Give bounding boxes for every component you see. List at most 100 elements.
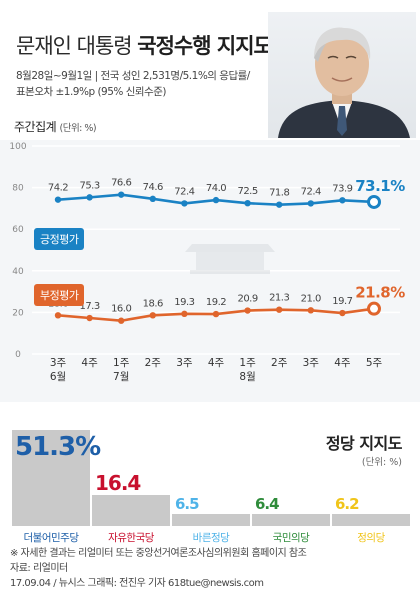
x-tick-label: 4주 (198, 356, 234, 370)
data-label: 20.9 (237, 294, 257, 305)
party-name: 바른정당 (192, 532, 230, 544)
x-tick-label: 2주 (261, 356, 297, 370)
data-label: 21.3 (269, 293, 289, 304)
footnote: ※ 자세한 결과는 리얼미터 또는 중앙선거여론조사심의위원회 홈페이지 참조 … (10, 546, 307, 591)
y-tick-label: 60 (12, 225, 24, 235)
x-tick-week: 2주 (144, 357, 161, 369)
party-bar (12, 430, 90, 526)
x-tick-label: 3주 6월 (40, 356, 76, 384)
data-label: 76.6 (111, 178, 131, 189)
data-point (86, 314, 93, 322)
party-value: 6.4 (255, 495, 280, 514)
party-value: 16.4 (95, 471, 141, 496)
x-tick-week: 3주 (49, 357, 67, 369)
data-point (339, 309, 346, 317)
footnote-credit: 17.09.04 / 뉴시스 그래픽: 전진우 기자 618tue@newsis… (10, 578, 264, 589)
disapprove-badge: 부정평가 (34, 284, 85, 306)
x-tick-label: 3주 (166, 356, 202, 370)
x-tick-label: 1주 8월 (230, 356, 266, 384)
y-tick-label: 40 (12, 267, 24, 277)
data-label: 19.7 (332, 296, 352, 307)
page-title: 문재인 대통령 국정수행 지지도 (16, 30, 273, 60)
survey-note-line1: 8월28일~9월1일 | 전국 성인 2,531명/5.1%의 응답률/ (16, 70, 250, 82)
data-point (244, 200, 251, 207)
x-tick-month: 6월 (49, 371, 67, 383)
party-support-section: 정당 지지도 (단위: %) 51.3% 더불어민주당 16.4 자유한국당 6.5 바른… (0, 402, 420, 554)
y-tick-label: 100 (9, 142, 26, 152)
data-point (212, 310, 220, 318)
footnote-line1: ※ 자세한 결과는 리얼미터 또는 중앙선거여론조사심의위원회 홈페이지 참조 (10, 548, 307, 559)
y-tick-label: 0 (15, 350, 21, 360)
data-point (54, 196, 62, 203)
data-label: 18.6 (143, 298, 163, 309)
data-point (244, 307, 251, 314)
data-label: 73.1% (355, 177, 405, 195)
party-name: 국민의당 (272, 532, 310, 544)
data-label: 16.0 (111, 304, 131, 315)
weekly-unit: (단위: %) (59, 123, 97, 134)
party-name: 더불어민주당 (23, 532, 79, 544)
x-tick-label: 2주 (135, 356, 171, 370)
data-point (276, 201, 283, 208)
data-point (367, 194, 381, 209)
x-tick-label: 1주 7월 (103, 356, 139, 384)
data-point (54, 312, 62, 319)
weekly-label: 주간집계 (단위: %) (14, 118, 97, 135)
x-tick-label: 4주 (72, 356, 108, 370)
data-label: 74.2 (48, 183, 68, 194)
data-point (86, 194, 93, 201)
x-tick-week: 5주 (365, 357, 383, 369)
data-point (307, 307, 314, 314)
data-point (181, 200, 188, 207)
data-label: 19.3 (174, 297, 194, 308)
data-point (149, 195, 156, 203)
y-tick-label: 20 (12, 308, 24, 318)
data-point (367, 301, 381, 316)
survey-note-line2: 표본오차 ±1.9%p (95% 신뢰수준) (16, 86, 166, 98)
data-label: 73.9 (332, 183, 352, 194)
data-point (118, 191, 125, 198)
party-bar (252, 514, 330, 526)
survey-note: 8월28일~9월1일 | 전국 성인 2,531명/5.1%의 응답률/ 표본오… (16, 68, 250, 100)
x-tick-label: 5주 (356, 356, 392, 370)
data-label: 71.8 (269, 188, 289, 199)
data-label: 72.5 (237, 186, 257, 197)
header: 문재인 대통령 국정수행 지지도 8월28일~9월1일 | 전국 성인 2,53… (0, 0, 420, 148)
president-portrait (268, 12, 416, 138)
data-point (149, 312, 156, 319)
title-plain: 문재인 대통령 (16, 34, 138, 58)
party-chart-unit: (단위: %) (361, 457, 402, 468)
x-tick-label: 3주 (293, 356, 329, 370)
x-tick-week: 1주 (113, 357, 130, 369)
x-tick-week: 3주 (176, 357, 193, 369)
data-label: 17.3 (79, 301, 99, 312)
data-label: 74.0 (206, 183, 226, 194)
data-label: 21.8% (355, 284, 405, 302)
x-tick-week: 2주 (271, 357, 288, 369)
party-chart-title: 정당 지지도 (325, 434, 403, 453)
data-label: 72.4 (301, 186, 321, 197)
data-point (307, 200, 314, 207)
y-tick-label: 80 (12, 184, 24, 194)
x-tick-week: 3주 (302, 357, 319, 369)
x-tick-week: 4주 (334, 357, 351, 369)
data-label: 72.4 (174, 186, 194, 197)
weekly-label-text: 주간집계 (14, 120, 57, 134)
approve-badge: 긍정평가 (34, 228, 85, 250)
party-bar (92, 495, 170, 526)
footnote-source: 자료: 리얼미터 (10, 563, 68, 574)
data-label: 74.6 (143, 182, 163, 193)
data-label: 19.2 (206, 297, 226, 308)
data-point (181, 310, 188, 318)
x-tick-week: 1주 (239, 357, 256, 369)
data-point (212, 196, 220, 204)
data-point (339, 197, 346, 204)
party-bar (332, 514, 410, 526)
data-label: 75.3 (79, 180, 99, 191)
x-tick-label: 4주 (324, 356, 360, 370)
party-bar (172, 513, 250, 526)
party-value: 6.5 (175, 494, 200, 513)
x-tick-month: 8월 (239, 371, 256, 383)
data-point (276, 306, 283, 313)
data-label: 21.0 (301, 293, 321, 304)
